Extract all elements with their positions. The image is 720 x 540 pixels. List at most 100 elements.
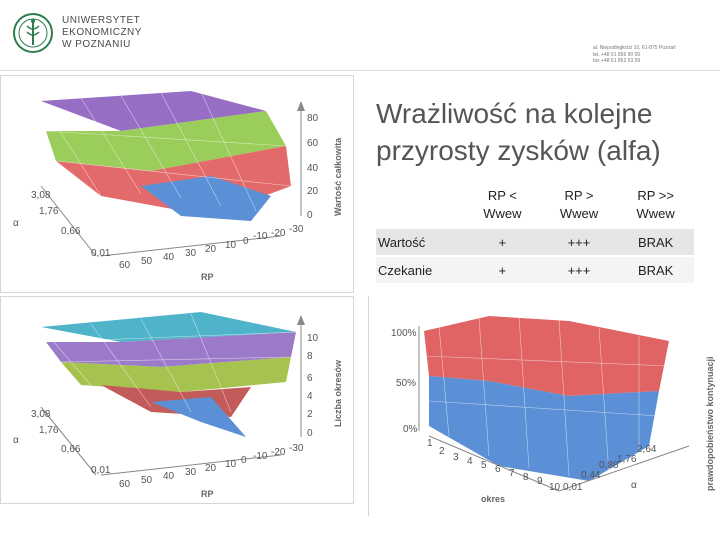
slide-title: Wrażliwość na kolejne przyrosty zysków (… (376, 98, 661, 166)
z-tick: 0% (403, 424, 418, 435)
alpha-tick: 1,76 (39, 425, 59, 436)
rp-tick: -20 (271, 228, 286, 239)
alpha-tick: 1,76 (39, 206, 59, 217)
z-tick: 60 (307, 138, 319, 149)
alpha-tick: 1,76 (617, 454, 637, 465)
header-rp-less: RP < Wwew (464, 182, 541, 228)
table-row: Czekanie + +++ BRAK (376, 256, 694, 284)
sensitivity-table: RP < Wwew RP > Wwew RP >> Wwew Wartość + ++… (376, 182, 694, 285)
alpha-axis-label: α (13, 218, 19, 229)
alpha-tick: 2,64 (637, 444, 657, 455)
alpha-tick: 0,88 (599, 460, 619, 471)
z-axis-arrow (297, 315, 305, 325)
z-axis-label: Liczba okresów (333, 359, 343, 427)
z-tick: 40 (307, 163, 319, 174)
alpha-axis-label: α (13, 435, 19, 446)
table-row: Wartość + +++ BRAK (376, 228, 694, 256)
z-tick: 0 (307, 210, 313, 221)
alpha-tick: 3,08 (31, 190, 51, 201)
rp-tick: 40 (163, 471, 175, 482)
z-tick: 4 (307, 391, 313, 402)
rp-tick: 40 (163, 252, 175, 263)
alpha-tick: 3,08 (31, 409, 51, 420)
z-tick: 20 (307, 186, 319, 197)
z-tick: 2 (307, 409, 313, 420)
rp-tick: 0 (241, 455, 247, 466)
row-label: Czekanie (376, 256, 464, 284)
z-axis-arrow (297, 101, 305, 111)
header-empty (376, 182, 464, 228)
rp-tick: 30 (185, 248, 197, 259)
surface-plot-total-value: 80 60 40 20 0 Wartość całkowita 3,08 1,7… (13, 91, 343, 282)
rp-tick: -10 (253, 451, 268, 462)
rp-tick: 60 (119, 260, 131, 271)
table-cell: + (464, 228, 541, 256)
okres-tick: 1 (427, 438, 433, 449)
surface-layer (141, 176, 271, 221)
header-divider (0, 70, 720, 71)
rp-tick: 20 (205, 463, 217, 474)
rp-tick: 20 (205, 244, 217, 255)
z-tick: 10 (307, 333, 319, 344)
okres-tick: 10 (549, 482, 561, 493)
alpha-tick: 0,44 (581, 470, 601, 481)
rp-tick: -20 (271, 447, 286, 458)
address-block: al. Niepodległości 10, 61-875 Poznań tel… (593, 45, 676, 64)
surface-layer (61, 357, 291, 392)
alpha-tick: 0,01 (563, 482, 583, 493)
okres-tick: 5 (481, 460, 487, 471)
surface-layer (424, 316, 669, 396)
chart-number-of-periods: 10 8 6 4 2 0 Liczba okresów 3,08 1,76 0,… (0, 296, 354, 504)
okres-tick: 2 (439, 446, 445, 457)
okres-tick: 3 (453, 452, 459, 463)
alpha-tick: 0,66 (61, 226, 81, 237)
z-tick: 0 (307, 428, 313, 439)
z-tick: 50% (396, 378, 416, 389)
z-axis-label: prawdopobieństwo kontynuacji (705, 356, 715, 491)
alpha-axis-label: α (631, 480, 637, 491)
rp-tick: 50 (141, 256, 153, 267)
z-axis-label: Wartość całkowita (333, 137, 343, 216)
surface-layer (151, 397, 246, 437)
okres-tick: 8 (523, 472, 529, 483)
rp-tick: -10 (253, 231, 268, 242)
surface-plot-number-of-periods: 10 8 6 4 2 0 Liczba okresów 3,08 1,76 0,… (13, 312, 343, 499)
rp-tick: 30 (185, 467, 197, 478)
chart-continuation-probability: 100% 50% 0% prawdopobieństwo kontynuacji… (368, 296, 720, 516)
okres-axis-label: okres (481, 494, 505, 504)
rp-tick: 60 (119, 479, 131, 490)
rp-axis-label: RP (201, 272, 214, 282)
okres-tick: 7 (509, 468, 515, 479)
z-tick: 100% (391, 328, 417, 339)
university-logo: UNIWERSYTET EKONOMICZNY W POZNANIU (12, 12, 142, 54)
alpha-axis (40, 185, 97, 257)
emblem-icon (13, 13, 53, 53)
rp-axis (100, 454, 282, 476)
surface-layer (41, 91, 266, 131)
z-tick: 6 (307, 373, 313, 384)
z-tick: 8 (307, 351, 313, 362)
rp-tick: -30 (289, 443, 304, 454)
alpha-axis (40, 406, 97, 476)
surface-layer (46, 111, 286, 171)
okres-tick: 4 (467, 456, 473, 467)
rp-tick: 50 (141, 475, 153, 486)
rp-tick: 0 (243, 236, 249, 247)
header-rp-greater: RP > Wwew (540, 182, 618, 228)
rp-tick: 10 (225, 459, 237, 470)
table-cell: BRAK (617, 228, 694, 256)
alpha-tick: 0,66 (61, 444, 81, 455)
rp-tick: -30 (289, 224, 304, 235)
rp-axis-label: RP (201, 489, 214, 499)
table-cell: +++ (540, 256, 618, 284)
okres-tick: 9 (537, 476, 543, 487)
header-rp-much-greater: RP >> Wwew (617, 182, 694, 228)
okres-tick: 6 (495, 464, 501, 475)
z-tick: 80 (307, 113, 319, 124)
chart-total-value: 80 60 40 20 0 Wartość całkowita 3,08 1,7… (0, 75, 354, 293)
table-cell: BRAK (617, 256, 694, 284)
rp-axis (100, 235, 282, 257)
okres-axis (428, 435, 560, 492)
rp-tick: 10 (225, 240, 237, 251)
alpha-tick: 0,01 (91, 248, 111, 259)
